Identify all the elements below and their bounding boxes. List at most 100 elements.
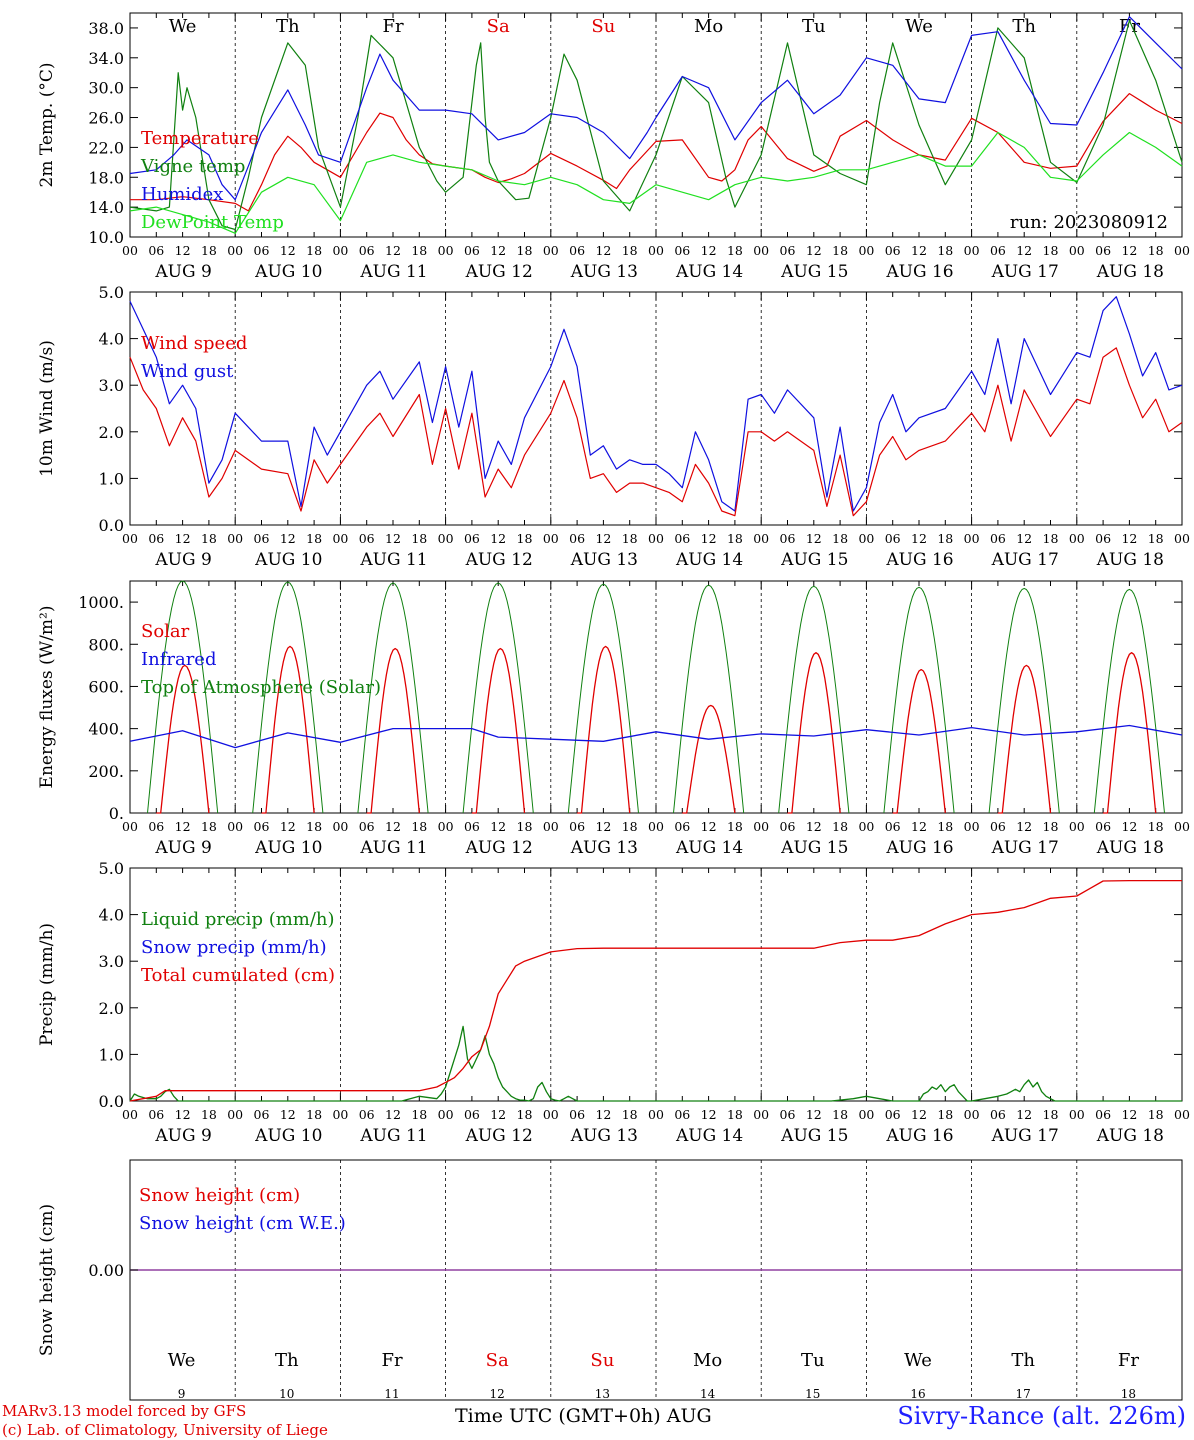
hour-tick-label: 18 (1148, 243, 1164, 258)
date-tick-label: 17 (1016, 1387, 1031, 1401)
weekday-label: We (168, 1350, 196, 1371)
series-top-of-atmosphere-solar-day-5 (567, 583, 639, 814)
hour-tick-label: 06 (148, 243, 164, 258)
y-tick-label: 3.0 (99, 952, 124, 971)
legend-entry-4-2: Snow precip (mm/h) (141, 937, 327, 958)
hour-tick-label: 12 (701, 243, 717, 258)
hour-tick-label: 00 (964, 243, 980, 258)
date-tick-label: AUG 13 (570, 1126, 638, 1146)
hour-tick-label: 12 (595, 531, 611, 546)
hour-tick-label: 18 (832, 243, 848, 258)
hour-tick-label: 00 (122, 819, 138, 834)
series-top-of-atmosphere-solar-day-7 (778, 585, 850, 814)
hour-tick-label: 18 (937, 819, 953, 834)
hour-tick-label: 06 (780, 1107, 796, 1122)
weekday-label: Sa (486, 1350, 509, 1371)
hour-tick-label: 12 (280, 243, 296, 258)
hour-tick-label: 00 (753, 819, 769, 834)
hour-tick-label: 18 (411, 531, 427, 546)
series-wind-speed (129, 347, 1183, 517)
date-tick-label: 14 (700, 1387, 716, 1401)
series-top-of-atmosphere-solar-day-1 (147, 580, 219, 814)
credit-line-1: MARv3.13 model forced by GFS (2, 1402, 247, 1420)
hour-tick-label: 18 (622, 819, 638, 834)
hour-tick-label: 18 (727, 1107, 743, 1122)
date-tick-label: AUG 10 (254, 262, 322, 282)
hour-tick-label: 18 (306, 819, 322, 834)
date-tick-label: AUG 16 (885, 1126, 953, 1146)
hour-tick-label: 06 (674, 531, 690, 546)
hour-tick-label: 18 (937, 243, 953, 258)
series-solar-day-4 (471, 647, 526, 814)
weekday-label: Th (1011, 1350, 1035, 1371)
series-solar-day-9 (997, 664, 1052, 814)
hour-tick-label: 00 (438, 243, 454, 258)
date-tick-label: AUG 17 (991, 1126, 1059, 1146)
y-tick-label: 14.0 (88, 198, 124, 217)
y-axis-label-2: 10m Wind (m/s) (37, 340, 57, 477)
hour-tick-label: 00 (438, 531, 454, 546)
hour-tick-label: 12 (595, 819, 611, 834)
hour-tick-label: 00 (438, 819, 454, 834)
hour-tick-label: 06 (990, 531, 1006, 546)
date-tick-label: AUG 12 (465, 550, 533, 570)
hour-tick-label: 06 (674, 243, 690, 258)
hour-tick-label: 06 (780, 243, 796, 258)
hour-tick-label: 18 (201, 243, 217, 258)
y-tick-label: 200. (88, 762, 124, 781)
hour-tick-label: 18 (306, 243, 322, 258)
hour-tick-label: 06 (359, 531, 375, 546)
date-tick-label: AUG 18 (1096, 550, 1164, 570)
hour-tick-label: 00 (543, 819, 559, 834)
hour-tick-label: 00 (648, 1107, 664, 1122)
y-tick-label: 1000. (78, 593, 124, 612)
series-solar-day-3 (366, 647, 420, 814)
hour-tick-label: 06 (569, 1107, 585, 1122)
hour-tick-label: 12 (806, 531, 822, 546)
hour-tick-label: 00 (1174, 1107, 1190, 1122)
hour-tick-label: 00 (964, 531, 980, 546)
hour-tick-label: 06 (674, 819, 690, 834)
hour-tick-label: 18 (832, 819, 848, 834)
hour-tick-label: 00 (438, 1107, 454, 1122)
series-wind-gust (129, 296, 1183, 512)
series-solar-day-10 (1103, 652, 1157, 814)
date-tick-label: AUG 18 (1096, 262, 1164, 282)
hour-tick-label: 12 (385, 819, 401, 834)
date-tick-label: 9 (178, 1387, 186, 1401)
hour-tick-label: 00 (1174, 243, 1190, 258)
date-tick-label: 16 (910, 1387, 925, 1401)
hour-tick-label: 18 (937, 531, 953, 546)
hour-tick-label: 12 (1016, 531, 1032, 546)
date-tick-label: AUG 9 (154, 262, 211, 282)
weekday-label: Fr (1119, 16, 1140, 37)
date-tick-label: 13 (595, 1387, 610, 1401)
weekday-label: Su (591, 16, 615, 37)
y-tick-label: 2.0 (99, 999, 124, 1018)
hour-tick-label: 00 (964, 1107, 980, 1122)
hour-tick-label: 00 (332, 243, 348, 258)
hour-tick-label: 00 (648, 819, 664, 834)
date-tick-label: AUG 15 (780, 1126, 848, 1146)
x-axis-title: Time UTC (GMT+0h) AUG (455, 1405, 712, 1427)
hour-tick-label: 12 (806, 1107, 822, 1122)
hour-tick-label: 00 (858, 1107, 874, 1122)
hour-tick-label: 06 (885, 243, 901, 258)
hour-tick-label: 06 (359, 819, 375, 834)
hour-tick-label: 12 (175, 531, 191, 546)
hour-tick-label: 18 (201, 819, 217, 834)
hour-tick-label: 06 (1095, 1107, 1111, 1122)
hour-tick-label: 06 (569, 819, 585, 834)
y-tick-label: 26.0 (88, 109, 124, 128)
y-tick-label: 3.0 (99, 376, 124, 395)
series-solar-day-6 (682, 704, 736, 814)
hour-tick-label: 18 (517, 819, 533, 834)
hour-tick-label: 06 (885, 1107, 901, 1122)
hour-tick-label: 12 (280, 1107, 296, 1122)
hour-tick-label: 18 (727, 243, 743, 258)
series-solar-day-1 (156, 664, 210, 814)
date-tick-label: AUG 12 (465, 262, 533, 282)
hour-tick-label: 00 (1174, 819, 1190, 834)
hour-tick-label: 06 (885, 819, 901, 834)
hour-tick-label: 12 (911, 819, 927, 834)
